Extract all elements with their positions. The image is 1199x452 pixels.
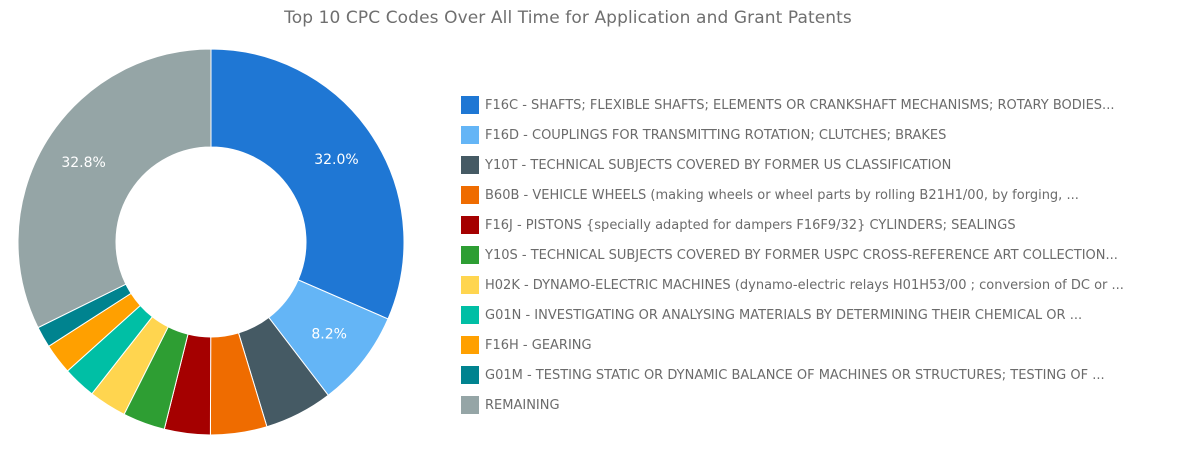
legend-item-9[interactable]: G01M - TESTING STATIC OR DYNAMIC BALANCE… [461, 360, 1181, 390]
legend-item-1[interactable]: F16D - COUPLINGS FOR TRANSMITTING ROTATI… [461, 120, 1181, 150]
legend-label-8: F16H - GEARING [485, 337, 592, 353]
legend-item-5[interactable]: Y10S - TECHNICAL SUBJECTS COVERED BY FOR… [461, 240, 1181, 270]
legend-swatch-7 [461, 306, 479, 324]
legend-swatch-9 [461, 366, 479, 384]
legend-label-2: Y10T - TECHNICAL SUBJECTS COVERED BY FOR… [485, 157, 952, 173]
legend-label-9: G01M - TESTING STATIC OR DYNAMIC BALANCE… [485, 367, 1105, 383]
donut-chart: 32.0% 8.2% 32.8% [17, 48, 405, 436]
legend-label-10: REMAINING [485, 397, 560, 413]
legend-item-6[interactable]: H02K - DYNAMO-ELECTRIC MACHINES (dynamo-… [461, 270, 1181, 300]
legend-item-4[interactable]: F16J - PISTONS {specially adapted for da… [461, 210, 1181, 240]
legend-swatch-1 [461, 126, 479, 144]
legend-swatch-8 [461, 336, 479, 354]
chart-legend: F16C - SHAFTS; FLEXIBLE SHAFTS; ELEMENTS… [461, 90, 1181, 420]
slice-data-label-0: 32.0% [314, 152, 358, 168]
legend-swatch-2 [461, 156, 479, 174]
legend-swatch-4 [461, 216, 479, 234]
legend-swatch-0 [461, 96, 479, 114]
legend-label-5: Y10S - TECHNICAL SUBJECTS COVERED BY FOR… [485, 247, 1118, 263]
legend-item-8[interactable]: F16H - GEARING [461, 330, 1181, 360]
slice-data-label-10: 32.8% [61, 155, 105, 171]
legend-item-2[interactable]: Y10T - TECHNICAL SUBJECTS COVERED BY FOR… [461, 150, 1181, 180]
legend-label-1: F16D - COUPLINGS FOR TRANSMITTING ROTATI… [485, 127, 947, 143]
legend-item-0[interactable]: F16C - SHAFTS; FLEXIBLE SHAFTS; ELEMENTS… [461, 90, 1181, 120]
legend-label-0: F16C - SHAFTS; FLEXIBLE SHAFTS; ELEMENTS… [485, 97, 1115, 113]
legend-swatch-3 [461, 186, 479, 204]
legend-swatch-5 [461, 246, 479, 264]
slice-data-label-1: 8.2% [311, 326, 347, 342]
legend-item-10[interactable]: REMAINING [461, 390, 1181, 420]
chart-title: Top 10 CPC Codes Over All Time for Appli… [284, 8, 852, 28]
legend-label-4: F16J - PISTONS {specially adapted for da… [485, 217, 1016, 233]
pie-slice-0[interactable] [210, 48, 405, 320]
legend-label-7: G01N - INVESTIGATING OR ANALYSING MATERI… [485, 307, 1083, 323]
legend-swatch-6 [461, 276, 479, 294]
legend-label-3: B60B - VEHICLE WHEELS (making wheels or … [485, 187, 1079, 203]
pie-slice-10[interactable] [17, 48, 212, 329]
legend-item-7[interactable]: G01N - INVESTIGATING OR ANALYSING MATERI… [461, 300, 1181, 330]
legend-item-3[interactable]: B60B - VEHICLE WHEELS (making wheels or … [461, 180, 1181, 210]
legend-swatch-10 [461, 396, 479, 414]
legend-label-6: H02K - DYNAMO-ELECTRIC MACHINES (dynamo-… [485, 277, 1124, 293]
